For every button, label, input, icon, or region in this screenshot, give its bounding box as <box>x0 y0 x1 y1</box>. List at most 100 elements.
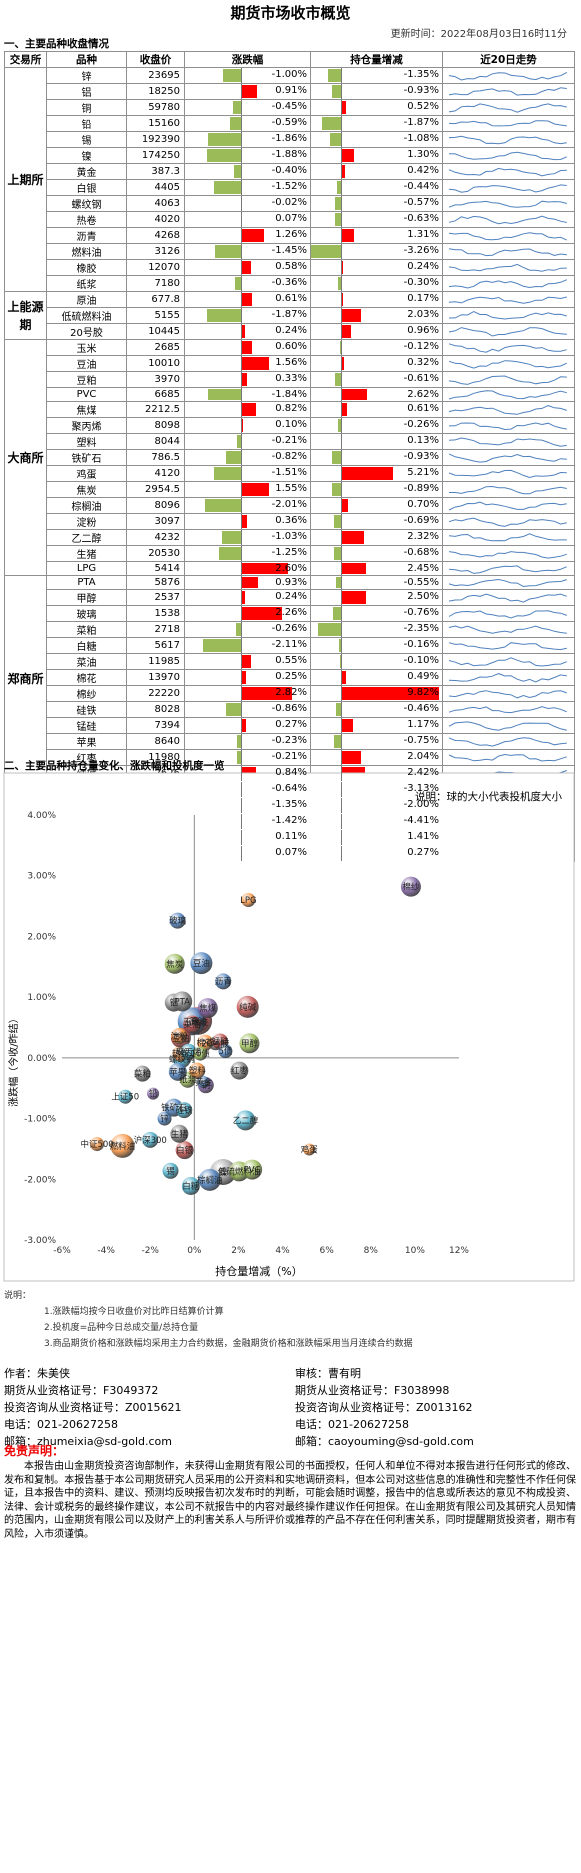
close-price: 4020 <box>126 211 185 228</box>
x-tick-label: 4% <box>275 1246 290 1256</box>
sparkline-path <box>448 641 567 650</box>
value-text: -0.82% <box>271 451 307 462</box>
bubble <box>164 953 185 974</box>
bubble-label: 上证50 <box>111 1093 139 1103</box>
zero-axis <box>241 638 242 653</box>
commodity-name: 菜油 <box>46 653 127 670</box>
trend-sparkline <box>448 102 567 113</box>
value-text: -0.69% <box>403 515 439 526</box>
trend-sparkline <box>448 135 567 144</box>
close-price: 15160 <box>126 115 185 132</box>
reviewer-email[interactable]: 邮箱：caoyouming@sd-gold.com <box>295 1435 474 1448</box>
page-title: 期货市场收市概览 <box>230 4 351 22</box>
oi-change-cell: -3.26% <box>310 243 443 260</box>
value-text: -0.63% <box>403 213 439 224</box>
zero-axis <box>241 718 242 733</box>
author-email[interactable]: 邮箱：zhumeixia@sd-gold.com <box>4 1435 172 1448</box>
bubble-label: 棉纱 <box>402 882 420 893</box>
zero-axis <box>241 686 242 701</box>
value-text: -0.89% <box>403 483 439 494</box>
close-price: 2685 <box>126 339 185 356</box>
value-text: -0.23% <box>271 735 307 746</box>
value-text: -2.01% <box>271 499 307 510</box>
value-text: 0.42% <box>407 165 439 176</box>
close-price: 1538 <box>126 605 185 622</box>
zero-axis <box>341 638 342 653</box>
bubble-label: 生猪 <box>171 1129 189 1140</box>
table-row: PVC 6685 -1.84% 2.62% <box>5 387 575 402</box>
x-tick-label: 12% <box>449 1246 469 1256</box>
trend-sparkline <box>448 374 567 385</box>
bubble <box>147 1087 160 1100</box>
value-text: 0.17% <box>407 293 439 304</box>
trend-sparkline-cell <box>442 685 575 702</box>
zero-axis <box>241 196 242 211</box>
value-text: -3.26% <box>403 245 439 256</box>
value-text: -0.57% <box>403 197 439 208</box>
close-price: 786.5 <box>126 449 185 466</box>
bubble <box>241 893 256 907</box>
sparkline-path <box>448 359 568 369</box>
zero-axis <box>241 292 242 307</box>
bubble <box>181 1176 200 1195</box>
value-bar <box>204 499 241 512</box>
commodity-name: 塑料 <box>46 433 127 450</box>
bubble <box>162 1162 179 1179</box>
value-bar <box>236 623 241 636</box>
trend-sparkline-cell <box>442 417 575 434</box>
value-text: -0.26% <box>403 419 439 430</box>
oi-change-cell: 0.96% <box>310 323 443 340</box>
trend-sparkline-cell <box>442 275 575 292</box>
x-tick-label: -2% <box>141 1246 159 1256</box>
zero-axis <box>341 498 342 513</box>
bubble-label: PTA <box>174 997 190 1007</box>
change-cell: -0.45% <box>184 99 311 116</box>
bubble <box>242 1159 263 1180</box>
oi-change-cell: 0.24% <box>310 259 443 276</box>
table-row: 热卷 4020 0.07% -0.63% <box>5 211 575 228</box>
value-text: -0.75% <box>403 735 439 746</box>
value-bar <box>311 245 341 258</box>
section2-heading: 二、主要品种持仓量变化、涨跌幅和投机度一览 <box>4 760 225 772</box>
bubble-label: 红枣 <box>231 1066 249 1077</box>
zero-axis <box>341 750 342 765</box>
value-text: -0.45% <box>271 101 307 112</box>
bubble <box>198 1168 221 1191</box>
author-name: 作者：朱美侠 <box>4 1367 70 1380</box>
close-price: 5155 <box>126 307 185 324</box>
change-cell: 1.56% <box>184 355 311 372</box>
disclaimer-text: 本报告由山金期货投资咨询部制作，未获得山金期货有限公司的书面授权，任何人和单位不… <box>4 1461 576 1540</box>
sparkline-path <box>448 183 567 193</box>
value-text: -0.93% <box>403 85 439 96</box>
value-bar <box>333 735 341 748</box>
value-bar <box>330 133 341 146</box>
value-text: -0.40% <box>271 165 307 176</box>
trend-sparkline <box>448 404 567 415</box>
commodity-name: 豆油 <box>46 355 127 372</box>
value-bar <box>331 85 341 98</box>
trend-sparkline-cell <box>442 291 575 308</box>
change-cell: -1.51% <box>184 465 311 482</box>
oi-change-cell: 0.42% <box>310 163 443 180</box>
bubble-label: 豆油 <box>193 958 210 969</box>
value-text: 0.96% <box>407 325 439 336</box>
trend-sparkline <box>448 326 567 337</box>
table-row: 生猪 20530 -1.25% -0.68% <box>5 545 575 562</box>
value-text: -0.61% <box>403 373 439 384</box>
commodity-name: 铁矿石 <box>46 449 127 466</box>
bubble-label: 镍 <box>219 1167 228 1178</box>
value-bar <box>232 101 241 114</box>
zero-axis <box>241 482 242 497</box>
bubble-label: 铅 <box>149 1089 158 1100</box>
value-bar <box>339 639 341 652</box>
zero-axis <box>241 622 242 637</box>
value-bar <box>322 117 341 130</box>
trend-sparkline <box>448 86 567 96</box>
x-tick-label: 8% <box>364 1246 379 1256</box>
zero-axis <box>341 546 342 561</box>
close-price: 2537 <box>126 589 185 606</box>
value-text: 2.60% <box>275 563 307 574</box>
bubble <box>197 998 218 1019</box>
value-text: -1.00% <box>271 69 307 80</box>
commodity-name: 原油 <box>46 291 127 308</box>
